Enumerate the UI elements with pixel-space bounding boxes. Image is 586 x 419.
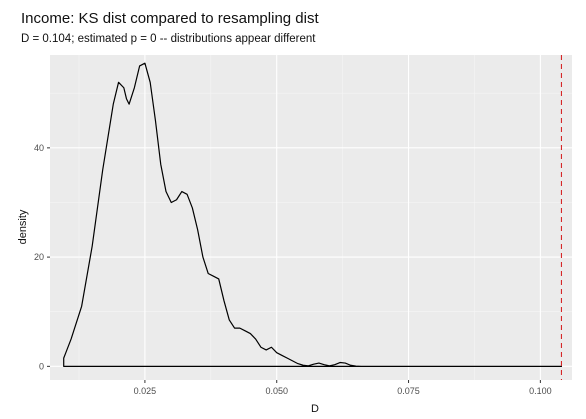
y-tick-label: 0 — [39, 361, 44, 371]
plot-panel — [50, 55, 572, 380]
density-curve — [63, 62, 563, 367]
y-tick-label: 40 — [34, 143, 44, 153]
axes: 0.025 0.050 0.075 0.100 0 20 40 — [34, 143, 552, 396]
chart-title: Income: KS dist compared to resampling d… — [21, 10, 319, 27]
y-tick-label: 20 — [34, 252, 44, 262]
y-axis-title: density — [17, 209, 29, 244]
data-group — [63, 55, 563, 380]
x-tick-label: 0.025 — [134, 386, 157, 396]
x-tick-label: 0.050 — [265, 386, 288, 396]
x-tick-label: 0.075 — [397, 386, 420, 396]
plot-panel-group — [50, 55, 572, 380]
x-tick-label: 0.100 — [529, 386, 552, 396]
chart-subtitle: D = 0.104; estimated p = 0 -- distributi… — [21, 33, 316, 45]
x-axis-title: D — [311, 403, 319, 415]
